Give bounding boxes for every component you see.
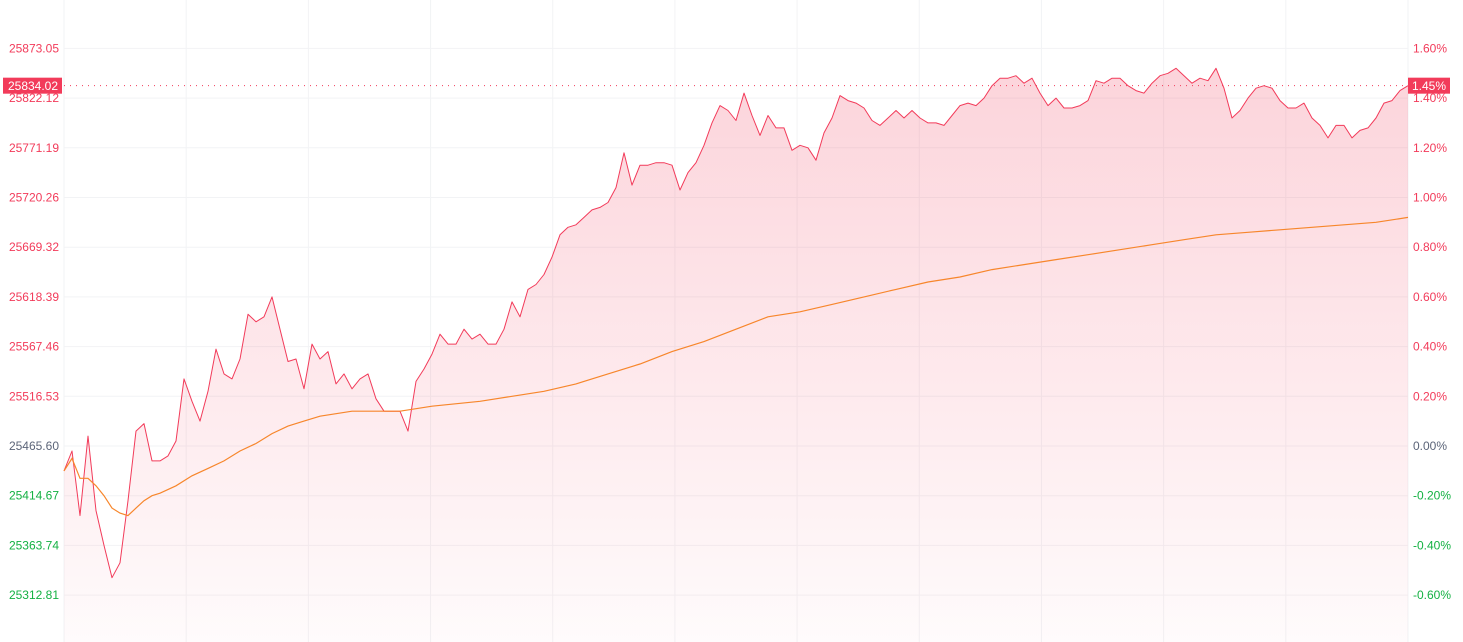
left-tick-label: 25414.67 bbox=[9, 489, 59, 503]
left-tick-label: 25363.74 bbox=[9, 538, 59, 552]
right-tick-label: 0.60% bbox=[1413, 290, 1447, 304]
right-tick-label: -0.60% bbox=[1413, 588, 1451, 602]
right-tick-label: -0.40% bbox=[1413, 538, 1451, 552]
right-tick-label: 1.40% bbox=[1413, 91, 1447, 105]
axes: 25873.05 1.60% 25822.12 1.40% 25771.19 1.20% 2… bbox=[3, 41, 1451, 602]
right-tick-label: 1.00% bbox=[1413, 191, 1447, 205]
left-tick-label: 25465.60 bbox=[9, 439, 59, 453]
left-tick-label: 25312.81 bbox=[9, 588, 59, 602]
right-tick-label: -0.20% bbox=[1413, 489, 1451, 503]
last-pct-label: 1.45% bbox=[1412, 79, 1446, 93]
right-tick-label: 1.20% bbox=[1413, 141, 1447, 155]
price-area-fill bbox=[64, 68, 1408, 642]
plot-area bbox=[63, 67, 1409, 642]
left-tick-label: 25873.05 bbox=[9, 41, 59, 55]
right-tick-label: 0.20% bbox=[1413, 389, 1447, 403]
left-tick-label: 25618.39 bbox=[9, 290, 59, 304]
price-line bbox=[63, 67, 1409, 579]
left-tick-label: 25567.46 bbox=[9, 340, 59, 354]
left-tick-label: 25720.26 bbox=[9, 191, 59, 205]
right-tick-label: 0.00% bbox=[1413, 439, 1447, 453]
right-tick-label: 0.40% bbox=[1413, 340, 1447, 354]
left-tick-label: 25516.53 bbox=[9, 389, 59, 403]
average-price-line bbox=[63, 216, 1409, 517]
last-price-label: 25834.02 bbox=[8, 79, 58, 93]
left-tick-label: 25669.32 bbox=[9, 240, 59, 254]
left-tick-label: 25771.19 bbox=[9, 141, 59, 155]
left-tick-label: 25822.12 bbox=[9, 91, 59, 105]
right-tick-label: 0.80% bbox=[1413, 240, 1447, 254]
last-price-badge bbox=[3, 77, 62, 94]
right-tick-label: 1.60% bbox=[1413, 41, 1447, 55]
last-pct-badge bbox=[1408, 77, 1450, 94]
